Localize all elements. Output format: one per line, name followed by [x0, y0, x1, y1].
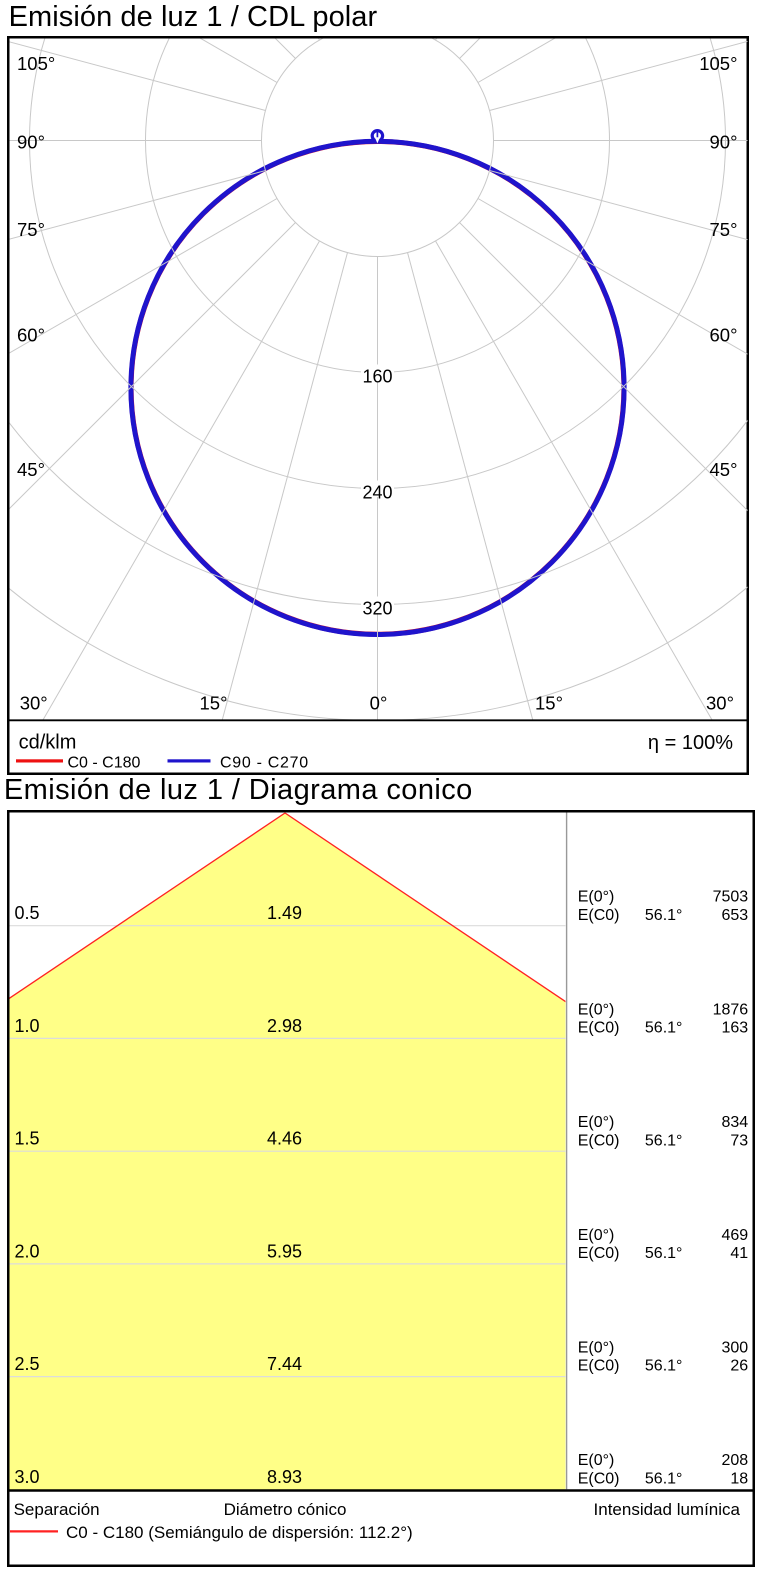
svg-text:60°: 60° — [17, 325, 45, 346]
svg-text:56.1°: 56.1° — [645, 1020, 683, 1037]
svg-text:90°: 90° — [710, 131, 738, 152]
svg-text:2.0: 2.0 — [15, 1241, 40, 1261]
svg-text:E(0°): E(0°) — [578, 1001, 615, 1018]
svg-text:Separación: Separación — [14, 1500, 100, 1519]
svg-text:E(0°): E(0°) — [578, 1452, 615, 1469]
svg-text:320: 320 — [362, 599, 392, 619]
svg-text:1.5: 1.5 — [15, 1129, 40, 1149]
svg-text:C90 - C270: C90 - C270 — [220, 754, 309, 771]
svg-text:C0 - C180: C0 - C180 — [68, 754, 141, 771]
svg-text:45°: 45° — [710, 459, 738, 480]
svg-text:15°: 15° — [535, 692, 563, 713]
svg-text:Intensidad lumínica: Intensidad lumínica — [594, 1500, 741, 1519]
svg-text:30°: 30° — [706, 692, 734, 713]
svg-text:160: 160 — [362, 367, 392, 387]
svg-text:653: 653 — [721, 907, 748, 924]
svg-text:7.44: 7.44 — [267, 1354, 302, 1374]
svg-text:0.5: 0.5 — [15, 903, 40, 923]
svg-text:E(C0): E(C0) — [578, 1132, 620, 1149]
svg-text:E(C0): E(C0) — [578, 1245, 620, 1262]
svg-text:18: 18 — [730, 1470, 748, 1487]
svg-text:8.93: 8.93 — [267, 1467, 302, 1487]
svg-text:Emisión de luz 1 / CDL polar: Emisión de luz 1 / CDL polar — [9, 1, 378, 33]
svg-text:7503: 7503 — [713, 889, 749, 906]
svg-text:75°: 75° — [17, 219, 45, 240]
svg-text:56.1°: 56.1° — [645, 1470, 683, 1487]
svg-text:2.5: 2.5 — [15, 1354, 40, 1374]
svg-text:469: 469 — [721, 1227, 748, 1244]
svg-text:73: 73 — [730, 1132, 748, 1149]
svg-text:E(C0): E(C0) — [578, 907, 620, 924]
svg-text:105°: 105° — [699, 53, 737, 74]
svg-text:E(0°): E(0°) — [578, 889, 615, 906]
svg-text:5.95: 5.95 — [267, 1241, 302, 1261]
svg-text:cd/klm: cd/klm — [19, 731, 77, 753]
svg-text:56.1°: 56.1° — [645, 1358, 683, 1375]
svg-text:60°: 60° — [710, 325, 738, 346]
svg-text:1.49: 1.49 — [267, 903, 302, 923]
svg-text:834: 834 — [721, 1114, 748, 1131]
svg-text:Emisión de luz 1 / Diagrama co: Emisión de luz 1 / Diagrama conico — [4, 774, 473, 806]
svg-text:1.0: 1.0 — [15, 1016, 40, 1036]
svg-text:2.98: 2.98 — [267, 1016, 302, 1036]
svg-text:E(C0): E(C0) — [578, 1470, 620, 1487]
svg-text:56.1°: 56.1° — [645, 1132, 683, 1149]
svg-text:208: 208 — [721, 1452, 748, 1469]
svg-text:163: 163 — [721, 1020, 748, 1037]
svg-text:30°: 30° — [20, 692, 48, 713]
svg-text:0°: 0° — [370, 692, 388, 713]
svg-text:η = 100%: η = 100% — [648, 732, 733, 754]
svg-text:26: 26 — [730, 1358, 748, 1375]
svg-text:90°: 90° — [17, 131, 45, 152]
svg-text:105°: 105° — [17, 53, 55, 74]
svg-text:45°: 45° — [17, 459, 45, 480]
svg-text:E(C0): E(C0) — [578, 1358, 620, 1375]
svg-text:1876: 1876 — [713, 1001, 749, 1018]
svg-text:240: 240 — [362, 483, 392, 503]
svg-text:75°: 75° — [710, 219, 738, 240]
svg-text:300: 300 — [721, 1340, 748, 1357]
svg-text:E(0°): E(0°) — [578, 1340, 615, 1357]
svg-text:E(0°): E(0°) — [578, 1114, 615, 1131]
svg-text:3.0: 3.0 — [15, 1467, 40, 1487]
svg-text:E(C0): E(C0) — [578, 1020, 620, 1037]
svg-text:56.1°: 56.1° — [645, 1245, 683, 1262]
svg-text:Diámetro cónico: Diámetro cónico — [224, 1500, 347, 1519]
svg-text:15°: 15° — [200, 692, 228, 713]
svg-text:E(0°): E(0°) — [578, 1227, 615, 1244]
svg-text:C0 - C180 (Semiángulo de dispe: C0 - C180 (Semiángulo de dispersión: 112… — [66, 1523, 413, 1542]
svg-text:41: 41 — [730, 1245, 748, 1262]
svg-text:4.46: 4.46 — [267, 1129, 302, 1149]
svg-text:56.1°: 56.1° — [645, 907, 683, 924]
